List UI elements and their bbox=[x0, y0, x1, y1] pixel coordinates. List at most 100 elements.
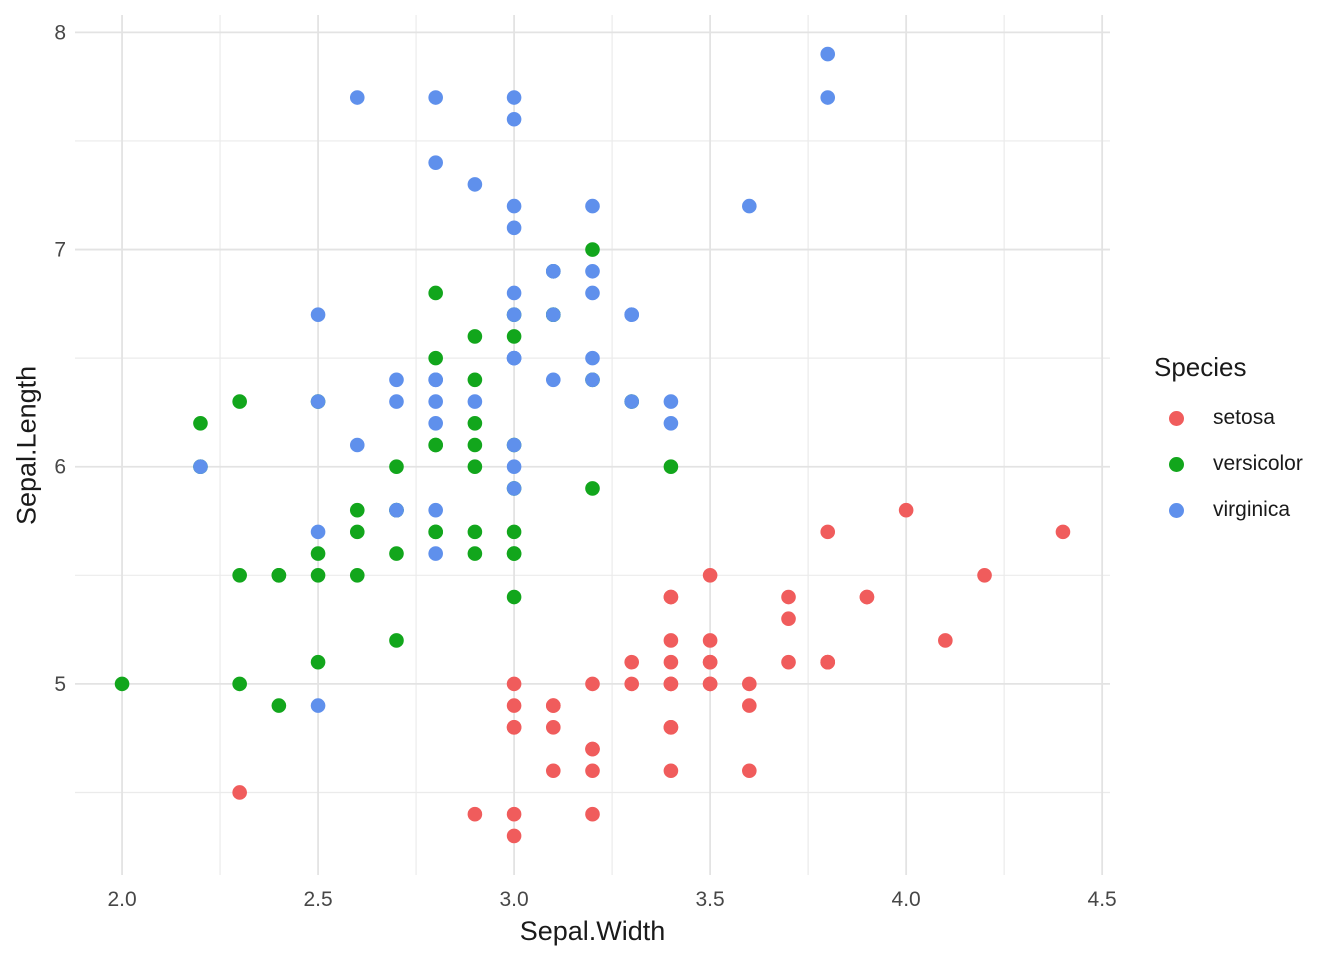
point-setosa bbox=[663, 589, 679, 605]
point-versicolor bbox=[271, 698, 287, 713]
point-versicolor bbox=[310, 654, 326, 670]
point-virginica bbox=[310, 394, 326, 409]
point-setosa bbox=[506, 828, 522, 844]
point-setosa bbox=[898, 502, 914, 518]
point-setosa bbox=[232, 785, 247, 800]
x-tick-label: 4.5 bbox=[1088, 888, 1117, 911]
point-virginica bbox=[310, 524, 326, 540]
point-versicolor bbox=[389, 459, 404, 475]
point-virginica bbox=[389, 394, 404, 409]
x-tick-label: 3.5 bbox=[696, 888, 725, 911]
point-versicolor bbox=[585, 481, 600, 496]
point-virginica bbox=[545, 307, 561, 322]
point-setosa bbox=[467, 806, 483, 822]
point-setosa bbox=[742, 698, 757, 713]
point-versicolor bbox=[506, 329, 522, 344]
point-setosa bbox=[781, 589, 796, 605]
legend-label-virginica: virginica bbox=[1213, 498, 1291, 521]
point-virginica bbox=[310, 698, 326, 713]
point-versicolor bbox=[663, 459, 679, 475]
point-virginica bbox=[428, 415, 443, 431]
point-virginica bbox=[820, 46, 836, 62]
point-setosa bbox=[663, 763, 679, 779]
point-virginica bbox=[428, 155, 443, 170]
x-tick-label: 3.0 bbox=[499, 888, 528, 911]
legend-label-setosa: setosa bbox=[1213, 406, 1275, 429]
point-setosa bbox=[702, 568, 718, 583]
point-virginica bbox=[506, 111, 522, 127]
point-setosa bbox=[781, 654, 796, 670]
legend: Species setosa versicolor virginica bbox=[1148, 352, 1303, 533]
point-setosa bbox=[702, 654, 718, 670]
point-versicolor bbox=[585, 242, 600, 257]
point-setosa bbox=[585, 741, 600, 757]
point-virginica bbox=[506, 285, 522, 301]
x-tick-label: 4.0 bbox=[892, 888, 921, 911]
y-axis-title: Sepal.Length bbox=[11, 365, 42, 525]
point-versicolor bbox=[389, 546, 404, 561]
point-virginica bbox=[624, 307, 640, 322]
point-virginica bbox=[663, 394, 679, 409]
point-setosa bbox=[742, 763, 757, 779]
legend-swatch-versicolor bbox=[1169, 456, 1184, 472]
point-versicolor bbox=[467, 437, 483, 453]
y-tick-label: 5 bbox=[54, 673, 66, 696]
point-virginica bbox=[506, 198, 522, 214]
point-virginica bbox=[663, 415, 679, 431]
point-virginica bbox=[428, 372, 443, 388]
point-versicolor bbox=[428, 524, 443, 540]
point-versicolor bbox=[467, 524, 483, 540]
point-setosa bbox=[859, 589, 875, 605]
point-setosa bbox=[624, 654, 640, 670]
point-setosa bbox=[702, 633, 718, 648]
legend-label-versicolor: versicolor bbox=[1213, 452, 1303, 475]
point-virginica bbox=[428, 90, 443, 105]
point-virginica bbox=[389, 372, 404, 388]
point-virginica bbox=[545, 372, 561, 388]
point-setosa bbox=[977, 568, 992, 583]
point-virginica bbox=[506, 437, 522, 453]
point-virginica bbox=[428, 546, 443, 561]
legend-item-virginica: virginica bbox=[1148, 487, 1303, 533]
point-setosa bbox=[663, 633, 679, 648]
x-tick-label: 2.0 bbox=[107, 888, 136, 911]
point-versicolor bbox=[310, 568, 326, 583]
point-versicolor bbox=[310, 546, 326, 561]
point-virginica bbox=[193, 459, 208, 475]
point-virginica bbox=[506, 90, 522, 105]
point-virginica bbox=[585, 372, 600, 388]
point-versicolor bbox=[467, 415, 483, 431]
point-virginica bbox=[310, 307, 326, 322]
point-setosa bbox=[820, 524, 836, 540]
point-versicolor bbox=[193, 415, 208, 431]
point-virginica bbox=[349, 437, 365, 453]
point-versicolor bbox=[428, 350, 443, 366]
point-setosa bbox=[663, 720, 679, 735]
point-virginica bbox=[428, 394, 443, 409]
point-setosa bbox=[820, 654, 836, 670]
point-setosa bbox=[585, 763, 600, 779]
point-versicolor bbox=[506, 589, 522, 605]
point-setosa bbox=[624, 676, 640, 692]
point-setosa bbox=[545, 720, 561, 735]
point-setosa bbox=[506, 720, 522, 735]
point-setosa bbox=[585, 676, 600, 692]
point-virginica bbox=[624, 394, 640, 409]
point-versicolor bbox=[467, 546, 483, 561]
point-versicolor bbox=[232, 676, 247, 692]
point-virginica bbox=[506, 307, 522, 322]
point-virginica bbox=[506, 459, 522, 475]
point-setosa bbox=[702, 676, 718, 692]
legend-item-setosa: setosa bbox=[1148, 395, 1303, 441]
point-virginica bbox=[349, 90, 365, 105]
point-setosa bbox=[938, 633, 953, 648]
point-virginica bbox=[820, 90, 836, 105]
point-versicolor bbox=[389, 633, 404, 648]
point-versicolor bbox=[467, 329, 483, 344]
point-versicolor bbox=[428, 285, 443, 301]
point-versicolor bbox=[467, 459, 483, 475]
x-axis-title: Sepal.Width bbox=[519, 916, 666, 946]
legend-title: Species bbox=[1154, 352, 1247, 382]
